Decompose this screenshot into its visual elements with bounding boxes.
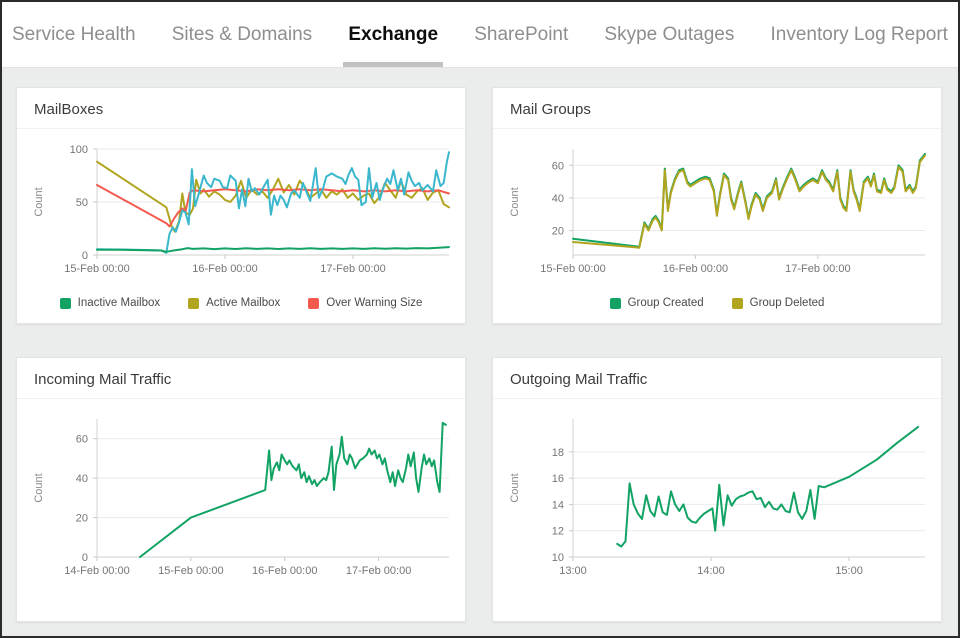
outgoing-mail-traffic-card: Outgoing Mail Traffic 10 12 14 16 18 13:00 14:… xyxy=(492,357,942,622)
svg-text:17-Feb 00:00: 17-Feb 00:00 xyxy=(785,263,850,275)
chart-title-mailboxes: MailBoxes xyxy=(17,88,465,129)
legend-item-active-mailbox[interactable]: Active Mailbox xyxy=(188,297,280,309)
incoming-mail-traffic-chart-area: 0 20 40 60 14-Feb 00:00 15-Feb 00:00 16-Feb 00… xyxy=(17,399,465,592)
legend-swatch-over-warning-size xyxy=(308,297,320,309)
svg-text:16-Feb 00:00: 16-Feb 00:00 xyxy=(252,565,317,577)
tab-exchange[interactable]: Exchange xyxy=(343,2,443,67)
tab-sites-domains[interactable]: Sites & Domains xyxy=(171,23,313,45)
svg-text:60: 60 xyxy=(552,160,564,172)
svg-text:14: 14 xyxy=(552,499,564,511)
svg-text:40: 40 xyxy=(552,193,564,205)
svg-text:50: 50 xyxy=(76,197,88,209)
legend-label-active-mailbox: Active Mailbox xyxy=(206,297,281,309)
legend-item-over-warning-size[interactable]: Over Warning Size xyxy=(308,297,422,309)
tab-bar: Service Health Sites & Domains Exchange … xyxy=(2,2,958,68)
outgoing-mail-traffic-chart: 10 12 14 16 18 13:00 14:00 15:00 Count xyxy=(509,419,925,577)
svg-text:17-Feb 00:00: 17-Feb 00:00 xyxy=(346,565,411,577)
tab-service-health[interactable]: Service Health xyxy=(12,23,136,45)
incoming-mail-traffic-card: Incoming Mail Traffic 0 20 40 60 14-Feb 00:0… xyxy=(16,357,466,622)
mail-groups-legend: Group Created Group Deleted xyxy=(505,297,929,309)
legend-item-group-created[interactable]: Group Created xyxy=(609,297,704,309)
legend-label-group-deleted: Group Deleted xyxy=(749,297,825,309)
svg-text:16-Feb 00:00: 16-Feb 00:00 xyxy=(663,263,728,275)
dashboard-grid: MailBoxes 0 50 100 15-Feb 00:00 16-Feb 00:00… xyxy=(2,68,958,636)
svg-text:60: 60 xyxy=(76,434,88,446)
svg-text:Count: Count xyxy=(509,473,521,502)
legend-item-group-deleted[interactable]: Group Deleted xyxy=(731,297,825,309)
svg-text:10: 10 xyxy=(552,552,564,564)
mailboxes-chart: 0 50 100 15-Feb 00:00 16-Feb 00:00 17-Feb 00:… xyxy=(33,144,450,275)
svg-text:16-Feb 00:00: 16-Feb 00:00 xyxy=(192,263,257,275)
svg-text:15-Feb 00:00: 15-Feb 00:00 xyxy=(158,565,223,577)
svg-text:13:00: 13:00 xyxy=(559,565,587,577)
svg-text:20: 20 xyxy=(76,513,88,525)
legend-swatch-active-mailbox xyxy=(188,297,200,309)
chart-title-incoming-mail-traffic: Incoming Mail Traffic xyxy=(17,358,465,399)
svg-text:15:00: 15:00 xyxy=(835,565,863,577)
svg-text:14:00: 14:00 xyxy=(697,565,725,577)
svg-text:18: 18 xyxy=(552,447,564,459)
tab-skype-outages[interactable]: Skype Outages xyxy=(604,23,735,45)
mail-groups-card: Mail Groups 20 40 60 15-Feb 00:00 16-Feb 00:… xyxy=(492,87,942,324)
tab-sharepoint[interactable]: SharePoint xyxy=(474,23,569,45)
svg-text:15-Feb 00:00: 15-Feb 00:00 xyxy=(64,263,129,275)
legend-label-group-created: Group Created xyxy=(627,297,704,309)
incoming-mail-traffic-chart: 0 20 40 60 14-Feb 00:00 15-Feb 00:00 16-Feb 00… xyxy=(33,419,449,577)
svg-text:Count: Count xyxy=(33,473,45,502)
mail-groups-chart: 20 40 60 15-Feb 00:00 16-Feb 00:00 17-Feb 00:… xyxy=(509,149,926,275)
svg-text:16: 16 xyxy=(552,473,564,485)
legend-item-inactive-mailbox[interactable]: Inactive Mailbox xyxy=(59,297,161,309)
chart-title-outgoing-mail-traffic: Outgoing Mail Traffic xyxy=(493,358,941,399)
svg-text:20: 20 xyxy=(552,226,564,238)
svg-text:14-Feb 00:00: 14-Feb 00:00 xyxy=(64,565,129,577)
svg-text:17-Feb 00:00: 17-Feb 00:00 xyxy=(320,263,385,275)
svg-text:0: 0 xyxy=(82,552,88,564)
chart-title-mail-groups: Mail Groups xyxy=(493,88,941,129)
legend-swatch-group-created xyxy=(609,297,621,309)
mailboxes-chart-area: 0 50 100 15-Feb 00:00 16-Feb 00:00 17-Feb 00:… xyxy=(17,129,465,309)
svg-text:Count: Count xyxy=(509,187,521,216)
mailboxes-card: MailBoxes 0 50 100 15-Feb 00:00 16-Feb 00:00… xyxy=(16,87,466,324)
svg-text:12: 12 xyxy=(552,526,564,538)
svg-text:40: 40 xyxy=(76,473,88,485)
legend-swatch-group-deleted xyxy=(731,297,743,309)
legend-label-inactive-mailbox: Inactive Mailbox xyxy=(77,297,161,309)
outgoing-mail-traffic-chart-area: 10 12 14 16 18 13:00 14:00 15:00 Count xyxy=(493,399,941,592)
legend-label-over-warning-size: Over Warning Size xyxy=(326,297,423,309)
tab-inventory-log-report[interactable]: Inventory Log Report xyxy=(770,23,948,45)
legend-swatch-inactive-mailbox xyxy=(59,297,71,309)
svg-text:100: 100 xyxy=(70,144,88,156)
svg-text:0: 0 xyxy=(82,250,88,262)
mailboxes-legend: Inactive Mailbox Active Mailbox Over Warni… xyxy=(29,297,453,309)
svg-text:15-Feb 00:00: 15-Feb 00:00 xyxy=(540,263,605,275)
mail-groups-chart-area: 20 40 60 15-Feb 00:00 16-Feb 00:00 17-Feb 00:… xyxy=(493,129,941,309)
svg-text:Count: Count xyxy=(33,187,45,216)
